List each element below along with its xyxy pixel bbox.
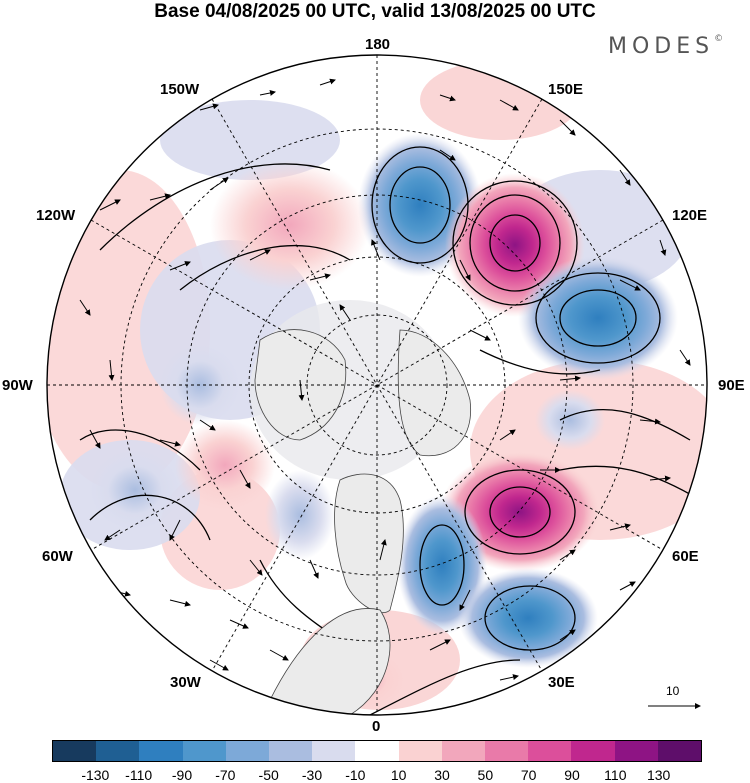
map-boundary bbox=[46, 54, 708, 716]
modes-logo: MODES© bbox=[608, 34, 723, 59]
map-title: Base 04/08/2025 00 UTC, valid 13/08/2025… bbox=[154, 1, 596, 22]
colorbar-tick-label: 30 bbox=[434, 767, 450, 783]
lon-label-60w: 60W bbox=[42, 548, 73, 565]
colorbar-swatch bbox=[571, 741, 615, 761]
colorbar-tick-label: -70 bbox=[215, 767, 236, 783]
lon-label-30w: 30W bbox=[170, 674, 201, 691]
graticule bbox=[47, 55, 707, 715]
colorbar-tick-label: -90 bbox=[171, 767, 193, 783]
lon-label-0: 0 bbox=[372, 718, 381, 735]
anomaly-field bbox=[47, 55, 707, 715]
wind-vectors bbox=[79, 78, 691, 681]
colorbar-swatch bbox=[96, 741, 140, 761]
colorbar-swatch bbox=[398, 741, 442, 761]
colorbar-swatch bbox=[614, 741, 658, 761]
colorbar-tick-label: 50 bbox=[477, 767, 494, 783]
low-anomaly-greenland-sea bbox=[265, 470, 335, 560]
colorbar-swatch bbox=[528, 741, 572, 761]
colorbar-tick-label: -30 bbox=[301, 767, 323, 783]
colorbar-tick-label: -50 bbox=[258, 767, 279, 783]
lon-label-30e: 30E bbox=[548, 674, 575, 691]
low-anomaly-siberia bbox=[518, 256, 678, 380]
colorbar-swatch bbox=[312, 741, 356, 761]
colorbar-tick-label: 90 bbox=[564, 767, 580, 783]
high-anomaly-labrador bbox=[175, 420, 275, 510]
colorbar-tick-label: 10 bbox=[390, 767, 407, 783]
colorbar-tick-label: 130 bbox=[646, 767, 671, 783]
colorbar-tick-label: 110 bbox=[604, 767, 627, 783]
colorbar-ticks: -130 -110 -90 -70 -50 -30 -10 10 30 50 70 90 110 130 bbox=[0, 767, 750, 783]
colorbar-swatch bbox=[139, 741, 183, 761]
colorbar-swatch bbox=[355, 741, 399, 761]
colorbar-swatch bbox=[441, 741, 486, 761]
lon-label-90e: 90E bbox=[718, 377, 745, 394]
lon-label-150e: 150E bbox=[548, 81, 584, 98]
brand-name: MODES bbox=[608, 34, 715, 59]
lon-label-120w: 120W bbox=[36, 207, 76, 224]
colorbar-tick-label: 70 bbox=[520, 767, 537, 783]
colorbar-swatch bbox=[225, 741, 270, 761]
colorbar-swatch bbox=[182, 741, 226, 761]
colorbar-swatch bbox=[269, 741, 313, 761]
high-anomaly-alaska bbox=[210, 160, 370, 290]
low-anomaly-barents bbox=[458, 568, 598, 668]
lon-label-180: 180 bbox=[365, 36, 391, 53]
lon-label-150w: 150W bbox=[160, 81, 200, 98]
colorbar-swatch bbox=[657, 741, 702, 761]
lon-label-120e: 120E bbox=[672, 207, 708, 224]
registered-mark: © bbox=[714, 34, 724, 44]
low-anomaly-canadian-arctic bbox=[160, 345, 240, 425]
colorbar-tick-label: -110 bbox=[125, 767, 153, 783]
colorbar-tick-label: -10 bbox=[345, 767, 366, 783]
colorbar-tick-label: -130 bbox=[81, 767, 110, 783]
reference-vector-label: 10 bbox=[666, 684, 680, 698]
colorbar-swatch bbox=[53, 741, 97, 761]
colorbar bbox=[52, 740, 702, 762]
lon-label-90w: 90W bbox=[2, 377, 33, 394]
colorbar-swatch bbox=[485, 741, 529, 761]
lon-label-60e: 60E bbox=[672, 548, 699, 565]
low-anomaly-north-atlantic bbox=[90, 450, 180, 530]
low-anomaly-taymyr bbox=[535, 390, 605, 450]
